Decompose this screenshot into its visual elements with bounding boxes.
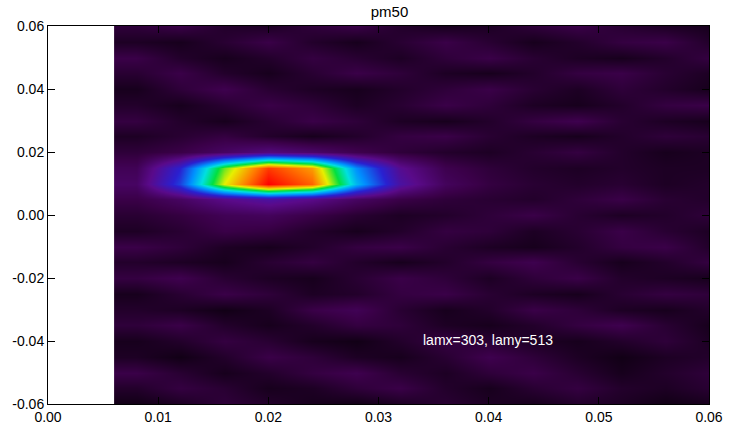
svg-text:0.03: 0.03: [365, 409, 392, 425]
svg-text:lamx=303, lamy=513: lamx=303, lamy=513: [423, 332, 553, 348]
svg-text:0.06: 0.06: [695, 409, 722, 425]
svg-text:0.02: 0.02: [255, 409, 282, 425]
svg-text:0.06: 0.06: [17, 18, 44, 34]
svg-text:0.02: 0.02: [17, 144, 44, 160]
svg-text:0.04: 0.04: [475, 409, 502, 425]
svg-text:0.04: 0.04: [17, 81, 44, 97]
svg-text:-0.02: -0.02: [12, 270, 44, 286]
svg-text:-0.04: -0.04: [12, 333, 44, 349]
svg-text:-0.06: -0.06: [12, 396, 44, 412]
svg-text:0.00: 0.00: [17, 207, 44, 223]
svg-text:0.01: 0.01: [145, 409, 172, 425]
svg-text:pm50: pm50: [371, 3, 409, 20]
svg-text:0.05: 0.05: [585, 409, 612, 425]
svg-text:0.00: 0.00: [34, 409, 61, 425]
